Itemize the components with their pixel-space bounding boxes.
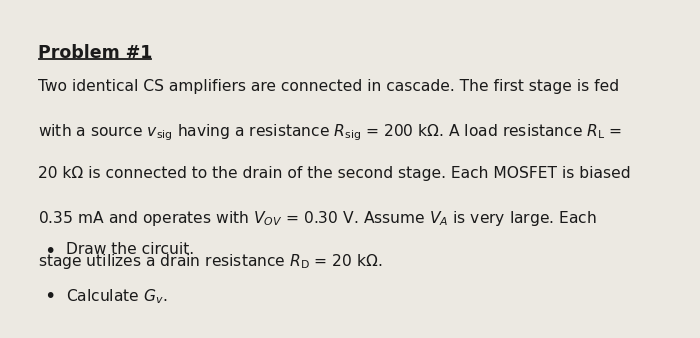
Text: •: • xyxy=(44,242,55,261)
Text: 20 kΩ is connected to the drain of the second stage. Each MOSFET is biased: 20 kΩ is connected to the drain of the s… xyxy=(38,166,631,181)
Text: Two identical CS amplifiers are connected in cascade. The first stage is fed: Two identical CS amplifiers are connecte… xyxy=(38,79,620,94)
Text: Problem #1: Problem #1 xyxy=(38,44,153,62)
Text: 0.35 mA and operates with $V_{OV}$ = 0.30 V. Assume $V_A$ is very large. Each: 0.35 mA and operates with $V_{OV}$ = 0.3… xyxy=(38,209,597,228)
Text: with a source $v_{\mathsf{sig}}$ having a resistance $R_{\mathsf{sig}}$ = 200 kΩ: with a source $v_{\mathsf{sig}}$ having … xyxy=(38,123,623,143)
Text: Draw the circuit.: Draw the circuit. xyxy=(66,242,195,257)
Text: •: • xyxy=(44,287,55,306)
Text: stage utilizes a drain resistance $R_\mathsf{D}$ = 20 kΩ.: stage utilizes a drain resistance $R_\ma… xyxy=(38,252,383,271)
Text: Calculate $G_v$.: Calculate $G_v$. xyxy=(66,287,168,306)
